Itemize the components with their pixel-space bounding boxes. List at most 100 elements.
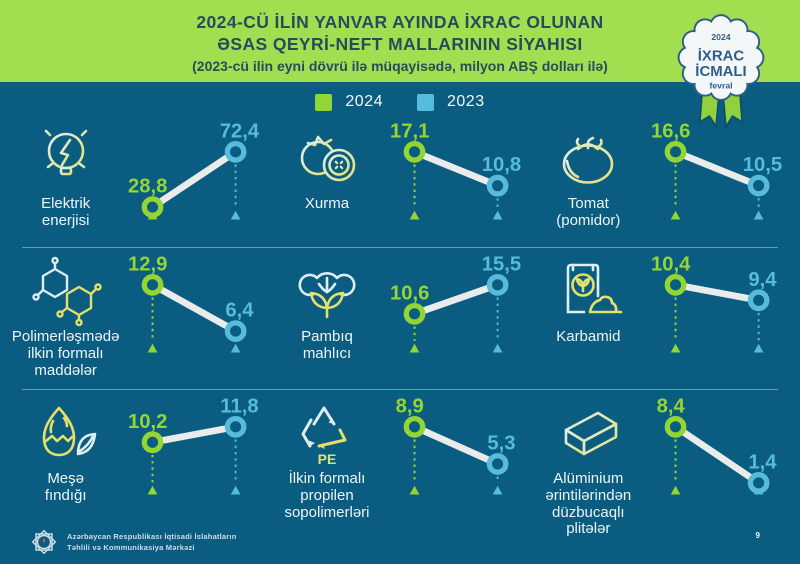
legend-swatch-2024 (315, 93, 333, 111)
header-banner: 2024-CÜ İLİN YANVAR AYINDA İXRAC OLUNAN … (0, 0, 800, 82)
persimmon-icon (289, 119, 365, 195)
point-2024 (403, 415, 426, 438)
recycle-icon: PE (289, 394, 365, 470)
trend-line (149, 281, 240, 335)
badge-title-line1: İXRAC (698, 47, 745, 64)
baseline-marker-2023 (492, 343, 503, 353)
point-2024 (141, 431, 164, 454)
baseline-marker-2023 (231, 210, 241, 220)
baseline-marker-2023 (492, 210, 503, 220)
trend-chart-polimer: 12,9 6,4 (128, 253, 255, 353)
products-grid: Elektrik enerjisi 28,8 72,4 (0, 115, 800, 537)
value-2023: 15,5 (481, 253, 520, 275)
product-label: Karbamid (556, 328, 621, 345)
state-emblem-icon (31, 529, 57, 555)
point-2023 (225, 140, 247, 163)
baseline-marker-2024 (409, 210, 420, 220)
legend-item-2024: 2024 (315, 93, 383, 111)
legend: 2024 2023 (0, 89, 800, 115)
product-card-polimer: Polimerləşmədə ilkin formalı maddələr 12… (8, 248, 269, 390)
product-card-karbamid: Karbamid 10,4 9,4 (531, 248, 792, 390)
product-card-elektrik: Elektrik enerjisi 28,8 72,4 (8, 115, 269, 248)
value-2024: 8,9 (395, 395, 423, 417)
trend-chart-karbamid: 10,4 9,4 (651, 253, 777, 353)
point-2024 (403, 140, 426, 163)
baseline-marker-2024 (148, 485, 158, 495)
pe-label: PE (318, 451, 337, 467)
point-2024 (403, 302, 426, 325)
baseline-marker-2023 (231, 343, 241, 353)
trend-line (410, 423, 501, 468)
badge-title-line2: İCMALI (695, 63, 746, 80)
point-2023 (747, 472, 770, 494)
point-2024 (664, 273, 687, 296)
product-label: Alüminium ərintilərindən düzbucaqlı plit… (545, 470, 632, 538)
baseline-marker-2023 (231, 485, 241, 495)
product-label: Pambıq mahlıcı (301, 328, 353, 362)
baseline-marker-2024 (670, 343, 681, 353)
trend-line (149, 148, 240, 211)
baseline-marker-2024 (148, 343, 158, 353)
baseline-marker-2024 (670, 485, 681, 495)
baseline-marker-2023 (753, 210, 764, 220)
trend-chart-findiq: 10,2 11,8 (128, 395, 259, 495)
point-2024 (664, 415, 687, 438)
legend-label-2024: 2024 (345, 93, 383, 110)
point-2023 (486, 174, 509, 197)
product-label: Meşə fındığı (44, 470, 87, 504)
value-2024: 10,4 (651, 253, 691, 275)
badge-month: fevral (709, 80, 732, 90)
value-2024: 28,8 (128, 176, 167, 198)
product-label: Polimerləşmədə ilkin formalı maddələr (11, 328, 120, 379)
grid-row-3: Meşə fındığı 10,2 11,8 (8, 390, 792, 537)
trend-line (672, 281, 762, 304)
value-2023: 11,8 (221, 395, 259, 417)
hazelnut-icon (28, 394, 104, 470)
product-card-tomat: Tomat (pomidor) 16,6 10,5 (531, 115, 792, 248)
baseline-marker-2024 (670, 210, 681, 220)
point-2024 (664, 140, 687, 163)
trend-chart-aluminium: 8,4 1,4 (657, 395, 777, 495)
value-2023: 5,3 (487, 432, 515, 454)
point-2023 (747, 174, 770, 197)
point-2023 (225, 320, 247, 342)
trend-chart-propilen: 8,9 5,3 (395, 395, 515, 495)
page-subtitle: (2023-cü ilin eyni dövrü ilə müqayisədə,… (192, 57, 608, 74)
trend-chart-pambiq: 10,6 15,5 (390, 253, 521, 353)
point-2023 (486, 453, 509, 475)
product-label: İlkin formalı propilen sopolimerləri (284, 470, 370, 521)
point-2024 (141, 196, 164, 218)
point-2024 (141, 273, 164, 296)
product-label: Tomat (pomidor) (556, 195, 621, 229)
trend-chart-tomat: 16,6 10,5 (651, 120, 782, 220)
legend-item-2023: 2023 (417, 93, 485, 111)
grid-row-2: Polimerləşmədə ilkin formalı maddələr 12… (8, 248, 792, 390)
value-2024: 10,2 (128, 411, 167, 433)
point-2023 (747, 289, 770, 312)
grid-row-1: Elektrik enerjisi 28,8 72,4 (8, 115, 792, 248)
fertilizer-bag-icon (550, 252, 626, 328)
product-card-xurma: Xurma 17,1 10,8 (269, 115, 530, 248)
point-2023 (225, 415, 247, 438)
org-name-line2: Təhlili və Kommunikasiya Mərkəzi (67, 543, 195, 552)
lightbulb-icon (28, 119, 104, 195)
product-card-aluminium: Alüminium ərintilərindən düzbucaqlı plit… (531, 390, 792, 538)
legend-label-2023: 2023 (447, 93, 485, 110)
value-2024: 12,9 (128, 253, 167, 275)
trend-line (149, 423, 240, 446)
legend-swatch-2023 (417, 93, 434, 111)
rosette-badge: 2024 İXRAC İCMALI fevral (677, 14, 765, 130)
baseline-marker-2023 (492, 485, 503, 495)
value-2024: 8,4 (657, 395, 686, 417)
trend-line (410, 281, 501, 318)
value-2023: 6,4 (226, 300, 255, 322)
aluminum-slab-icon (550, 394, 626, 470)
baseline-marker-2023 (753, 343, 764, 353)
trend-line (672, 423, 762, 487)
value-2024: 10,6 (390, 282, 429, 304)
value-2023: 10,8 (481, 154, 520, 176)
footer: Azərbaycan Respublikası İqtisadi İslahat… (0, 520, 800, 564)
org-name: Azərbaycan Respublikası İqtisadi İslahat… (67, 531, 236, 554)
value-2024: 17,1 (390, 120, 429, 142)
